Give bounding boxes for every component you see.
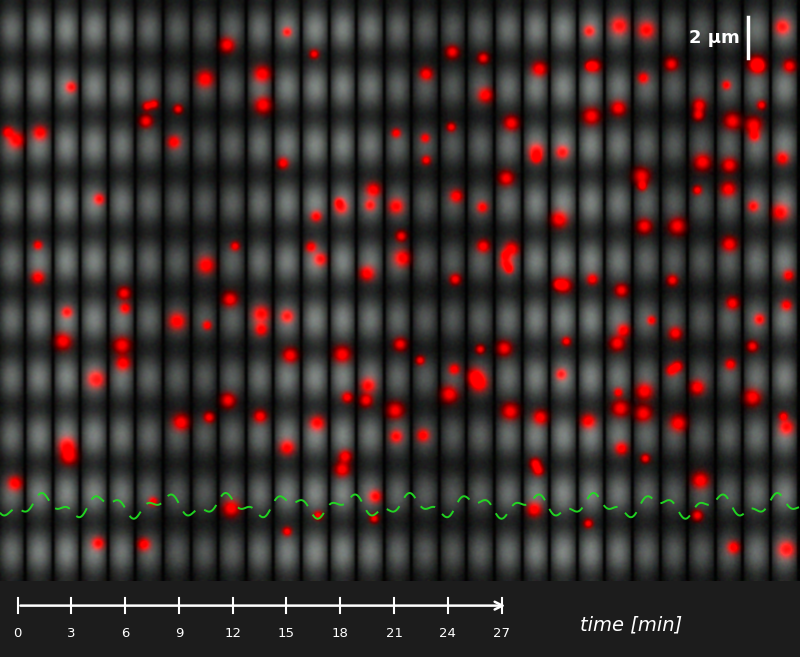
Text: 24: 24 — [439, 627, 456, 640]
Text: 12: 12 — [224, 627, 242, 640]
Text: 2 μm: 2 μm — [690, 29, 740, 47]
Text: 27: 27 — [493, 627, 510, 640]
Text: time [min]: time [min] — [580, 616, 682, 635]
Text: 6: 6 — [121, 627, 130, 640]
Text: 21: 21 — [386, 627, 402, 640]
Text: 9: 9 — [174, 627, 183, 640]
Text: 15: 15 — [278, 627, 295, 640]
Text: 0: 0 — [14, 627, 22, 640]
Text: 3: 3 — [67, 627, 76, 640]
Text: 18: 18 — [332, 627, 349, 640]
